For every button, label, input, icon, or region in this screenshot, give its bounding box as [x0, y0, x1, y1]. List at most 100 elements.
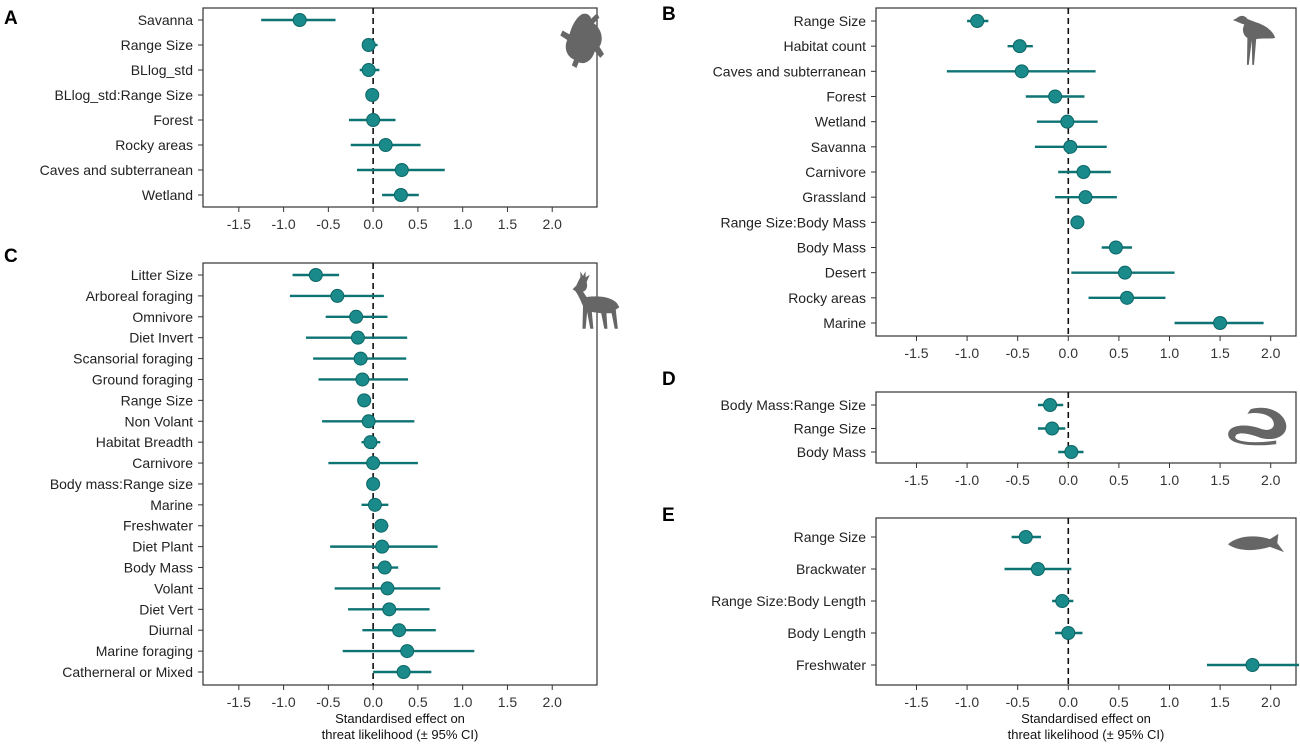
plot-frame [202, 262, 598, 686]
x-tick-label: -0.5 [1006, 472, 1030, 488]
x-tick-label: 1.0 [1160, 345, 1180, 361]
x-tick-label: -1.5 [904, 345, 928, 361]
category-label: Marine [150, 497, 193, 513]
effect-estimate-point [366, 113, 381, 127]
effect-estimate-point [1060, 114, 1075, 129]
panel-letter: E [662, 505, 675, 526]
effect-estimate-point [361, 414, 376, 429]
effect-estimate-point [1076, 165, 1091, 179]
effect-estimate-point [1070, 215, 1085, 230]
category-label: Catherneral or Mixed [62, 664, 193, 680]
x-tick-label: 0.5 [1109, 345, 1129, 361]
x-tick-label: -0.5 [1006, 694, 1030, 710]
effect-estimate-point [396, 665, 411, 679]
category-label: Marine foraging [96, 643, 193, 659]
effect-estimate-point [1108, 240, 1123, 255]
panel-c: C -1.5 -1.0 -0.5 0.0 0.5 1.0 1.5 2.0 Litter Size A… [4, 246, 620, 742]
bird-silhouette-icon-shape [1232, 15, 1276, 65]
x-tick-label: -1.0 [955, 472, 979, 488]
fish-silhouette-icon-shape [1228, 533, 1284, 553]
x-tick-label: -1.5 [904, 472, 928, 488]
category-label: Body Mass [797, 240, 866, 256]
x-tick-label: 1.5 [1210, 345, 1230, 361]
effect-estimate-point [367, 497, 382, 512]
x-axis-title-line: Standardised effect on [335, 711, 465, 726]
category-label: Range Size:Body Mass [720, 214, 866, 230]
x-tick-label: -0.5 [316, 694, 340, 710]
effect-estimate-point [1048, 89, 1063, 104]
effect-estimate-point [400, 644, 415, 659]
effect-estimate-point [1213, 316, 1228, 330]
snake-silhouette-icon-shape [1228, 407, 1287, 446]
x-tick-label: 0.0 [363, 694, 383, 710]
effect-estimate-point [365, 88, 380, 102]
x-tick-label: 1.0 [1160, 472, 1180, 488]
x-tick-label: 1.0 [1160, 694, 1180, 710]
effect-estimate-point [393, 188, 408, 202]
effect-estimate-point [1064, 445, 1079, 459]
effect-estimate-point [1012, 39, 1027, 54]
category-label: Scansorial foraging [73, 351, 193, 367]
x-tick-label: -1.0 [272, 216, 296, 232]
panel-letter: A [4, 8, 18, 29]
category-label: Brackwater [796, 561, 866, 577]
effect-estimate-point [350, 330, 365, 345]
category-label: Range Size [121, 37, 194, 53]
category-label: Habitat count [784, 38, 867, 54]
x-axis-title-line: threat likelihood (± 95% CI) [1008, 727, 1165, 742]
category-label: Rocky areas [115, 137, 193, 153]
category-label: Arboreal foraging [86, 288, 193, 304]
panel-letter: D [662, 369, 676, 390]
panel-letter: B [662, 4, 676, 25]
category-label: Rocky areas [788, 290, 866, 306]
x-tick-label: 0.0 [1059, 472, 1079, 488]
effect-estimate-point [1119, 290, 1134, 305]
panel-letter: C [4, 246, 18, 267]
deer-silhouette-icon [572, 271, 620, 329]
x-tick-label: -0.5 [1006, 345, 1030, 361]
effect-estimate-point [970, 14, 985, 28]
category-label: Caves and subterranean [40, 162, 193, 178]
category-label: Habitat Breadth [96, 434, 193, 450]
effect-estimate-point [1045, 421, 1060, 436]
category-label: Desert [825, 265, 866, 281]
x-tick-label: 0.0 [363, 216, 383, 232]
effect-estimate-point [366, 476, 381, 491]
category-label: Omnivore [132, 309, 193, 325]
category-label: Ground foraging [92, 371, 193, 387]
category-label: Litter Size [131, 267, 193, 283]
category-label: BLlog_std [131, 62, 193, 78]
x-tick-label: 0.5 [1109, 472, 1129, 488]
category-label: Freshwater [123, 518, 193, 534]
x-axis-title-line: threat likelihood (± 95% CI) [322, 727, 479, 742]
x-tick-label: 2.0 [542, 216, 562, 232]
frog-silhouette-icon-shape [560, 13, 604, 69]
effect-estimate-point [361, 38, 376, 52]
x-tick-label: 2.0 [1261, 472, 1281, 488]
category-label: Wetland [815, 114, 866, 130]
x-tick-label: -1.0 [272, 694, 296, 710]
category-label: Savanna [811, 139, 866, 155]
effect-estimate-point [374, 518, 389, 533]
category-label: Body Mass [124, 560, 193, 576]
x-tick-label: 0.0 [1059, 345, 1079, 361]
category-label: BLlog_std:Range Size [54, 87, 193, 103]
bird-silhouette-icon [1232, 15, 1276, 65]
category-label: Diurnal [149, 622, 193, 638]
x-tick-label: -1.0 [955, 345, 979, 361]
x-axis-title-line: Standardised effect on [1021, 711, 1151, 726]
x-tick-label: 2.0 [1261, 345, 1281, 361]
x-tick-label: -0.5 [316, 216, 340, 232]
plot-frame [875, 391, 1297, 464]
category-label: Diet Plant [132, 539, 193, 555]
x-tick-label: -1.0 [955, 694, 979, 710]
x-tick-label: 2.0 [542, 694, 562, 710]
x-tick-label: 1.0 [453, 216, 473, 232]
effect-estimate-point [1117, 265, 1132, 280]
panel-a: A -1.5 -1.0 -0.5 0.0 0.5 1.0 1.5 2.0 Savanna Range… [4, 7, 604, 232]
effect-estimate-point [357, 393, 372, 408]
x-tick-label: -1.5 [904, 694, 928, 710]
effect-estimate-point [292, 13, 307, 27]
effect-estimate-point [349, 309, 364, 324]
